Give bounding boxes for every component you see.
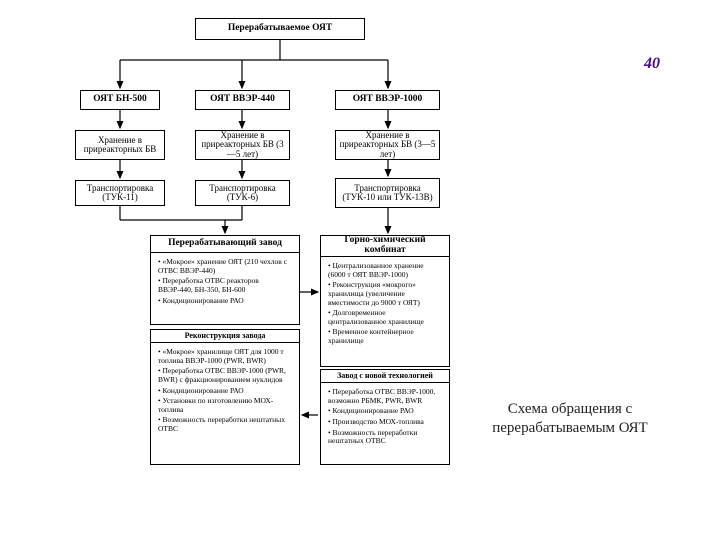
node-left-plant-sub: Реконструкция завода — [150, 329, 300, 343]
node-storage-2: Хранение в приреакторных БВ (3—5 лет) — [195, 130, 290, 160]
node-root: Перерабатываемое ОЯТ — [195, 18, 365, 40]
list-item: • Долговременное централизованное хранил… — [328, 309, 442, 326]
node-right-plant-sub: Завод с новой технологией — [320, 369, 450, 383]
node-storage-3: Хранение в приреакторных БВ (3—5 лет) — [335, 130, 440, 160]
list-item: • Реконструкция «мокрого» хранилища (уве… — [328, 281, 442, 307]
list-item: • Кондиционирование РАО — [328, 407, 442, 416]
node-bn500: ОЯТ БН-500 — [80, 90, 160, 110]
node-vver440: ОЯТ ВВЭР-440 — [195, 90, 290, 110]
node-right-plant-block1: • Централизованное хранение (6000 т ОЯТ … — [320, 257, 450, 367]
list-item: • Установки по изготовлению МОХ-топлива — [158, 397, 292, 414]
list-item: • Кондиционирование РАО — [158, 387, 292, 396]
node-right-plant-head: Горно-химический комбинат — [320, 235, 450, 257]
list-item: • Возможность переработки нештатных ОТВС — [328, 429, 442, 446]
node-left-plant-block1: • «Мокрое» хранение ОЯТ (210 чехлов с ОТ… — [150, 253, 300, 325]
node-vver1000: ОЯТ ВВЭР-1000 — [335, 90, 440, 110]
node-storage-1: Хранение в приреакторных БВ — [75, 130, 165, 160]
list-item: • Переработка ОТВС ВВЭР-1000, возможно Р… — [328, 388, 442, 405]
list-item: • «Мокрое» хранение ОЯТ (210 чехлов с ОТ… — [158, 258, 292, 275]
list-item: • Производство МОХ-топлива — [328, 418, 442, 427]
node-right-plant-block2: • Переработка ОТВС ВВЭР-1000, возможно Р… — [320, 383, 450, 465]
list-item: • Возможность переработки нештатных ОТВС — [158, 416, 292, 433]
node-left-plant-head: Перерабатывающий завод — [150, 235, 300, 253]
list-item: • Переработка ОТВС реакторов ВВЭР-440, Б… — [158, 277, 292, 294]
node-left-plant-block2: • «Мокрое» хранилище ОЯТ для 1000 т топл… — [150, 343, 300, 465]
node-transport-3: Транспортировка (ТУК-10 или ТУК-13В) — [335, 178, 440, 208]
list-item: • «Мокрое» хранилище ОЯТ для 1000 т топл… — [158, 348, 292, 365]
node-transport-1: Транспортировка (ТУК-11) — [75, 180, 165, 206]
list-item: • Централизованное хранение (6000 т ОЯТ … — [328, 262, 442, 279]
list-item: • Переработка ОТВС ВВЭР-1000 (PWR, BWR) … — [158, 367, 292, 384]
list-item: • Кондиционирование РАО — [158, 297, 292, 306]
node-transport-2: Транспортировка (ТУК-6) — [195, 180, 290, 206]
list-item: • Временное контейнерное хранилище — [328, 328, 442, 345]
